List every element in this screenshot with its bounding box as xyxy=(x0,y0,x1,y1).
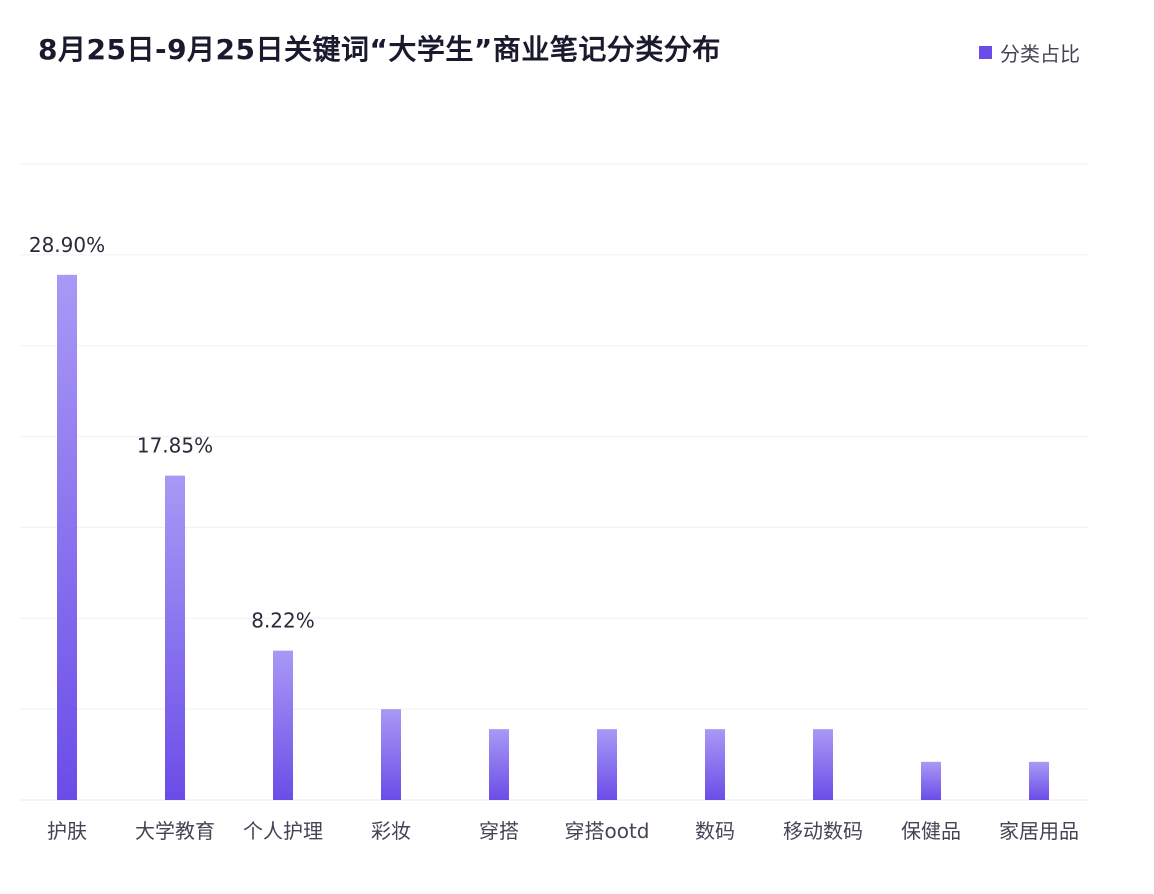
legend-swatch xyxy=(979,46,992,59)
bar xyxy=(705,729,725,800)
x-tick-label: 保健品 xyxy=(901,819,961,843)
data-label: 17.85% xyxy=(137,434,213,458)
bar xyxy=(165,475,185,800)
bars xyxy=(57,274,1049,800)
bar xyxy=(921,761,941,800)
legend: 分类占比 xyxy=(979,38,1080,67)
bar xyxy=(813,729,833,800)
bar xyxy=(57,274,77,800)
chart-title: 8月25日-9月25日关键词“大学生”商业笔记分类分布 xyxy=(38,33,721,66)
x-tick-label: 彩妆 xyxy=(371,819,411,843)
bar xyxy=(597,729,617,800)
x-tick-label: 个人护理 xyxy=(243,819,323,843)
bar xyxy=(273,650,293,800)
bar xyxy=(489,729,509,800)
bar xyxy=(381,709,401,800)
x-axis-ticks: 护肤 大学教育 个人护理 彩妆 穿搭 穿搭ootd 数码 移动数码 保健品 家居用品 xyxy=(47,819,1079,843)
x-tick-label: 移动数码 xyxy=(783,819,863,843)
x-tick-label: 数码 xyxy=(695,819,735,843)
bar xyxy=(1029,761,1049,800)
x-tick-label: 护肤 xyxy=(47,819,87,843)
legend-label: 分类占比 xyxy=(1000,42,1080,66)
x-tick-label: 大学教育 xyxy=(135,819,215,843)
x-tick-label: 家居用品 xyxy=(999,819,1079,843)
x-tick-label: 穿搭 xyxy=(479,819,519,843)
x-tick-label: 穿搭ootd xyxy=(564,819,649,843)
grid-lines xyxy=(20,163,1088,801)
data-labels: 28.90% 17.85% 8.22% xyxy=(29,233,315,633)
data-label: 28.90% xyxy=(29,233,105,257)
data-label: 8.22% xyxy=(251,609,315,633)
